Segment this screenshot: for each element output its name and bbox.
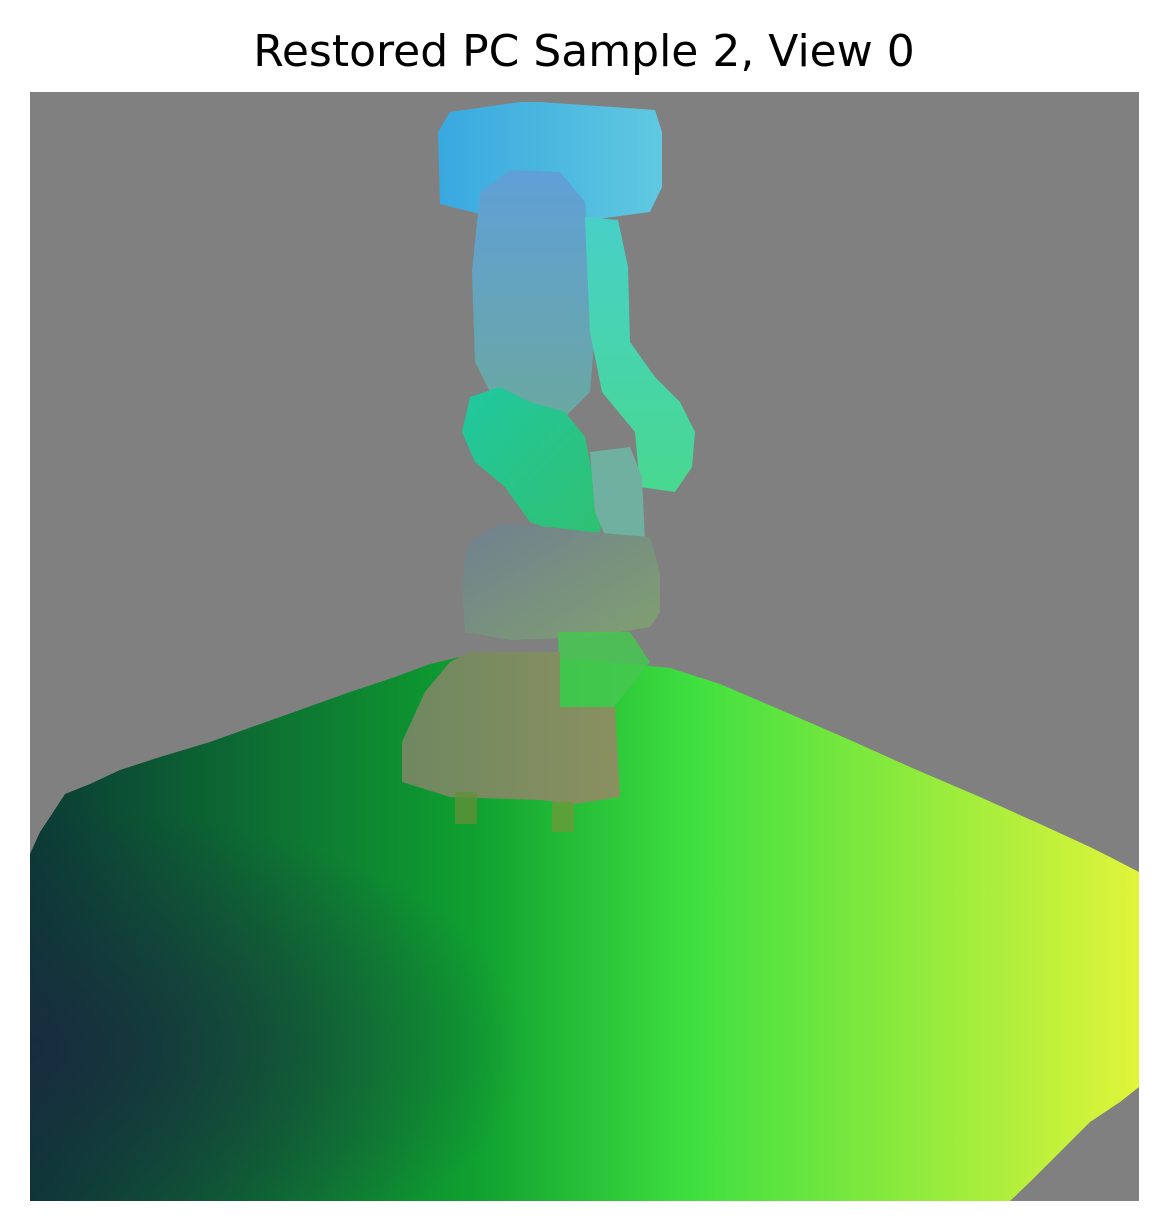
robot-arm	[402, 102, 695, 832]
point-cloud-image	[30, 92, 1139, 1201]
figure-title: Restored PC Sample 2, View 0	[253, 26, 915, 77]
floor-surface	[30, 657, 1139, 1201]
point-cloud-render	[30, 92, 1139, 1201]
